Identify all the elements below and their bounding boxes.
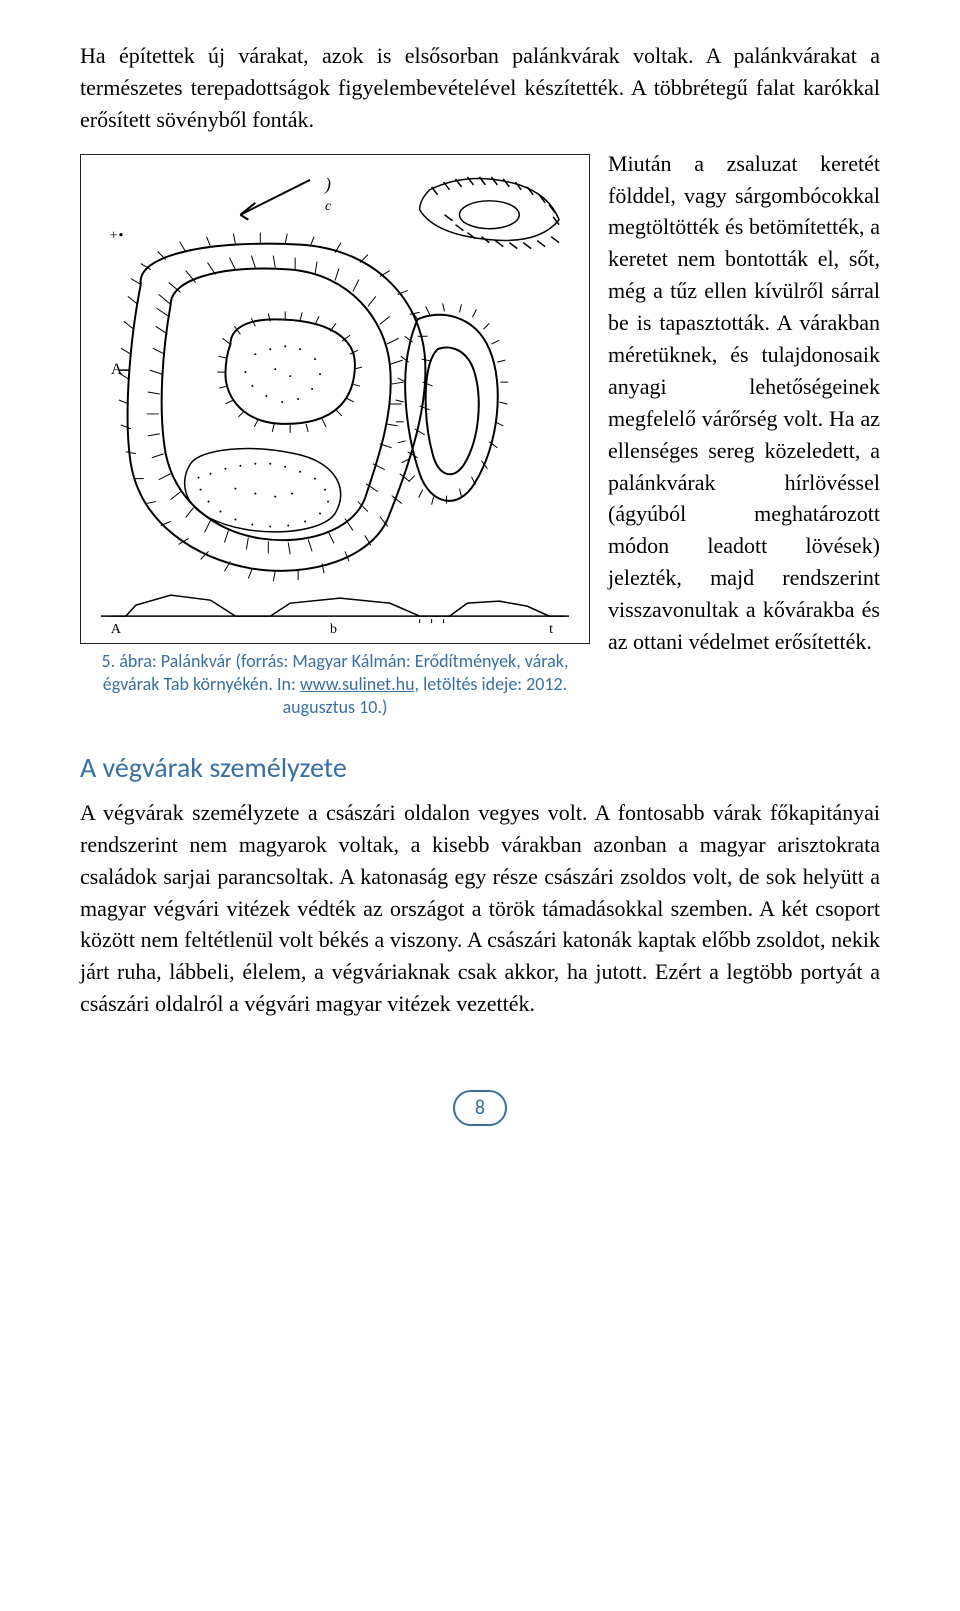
figure-block: ) c [80,154,590,720]
palankvar-diagram: ) c [80,154,590,644]
intro-paragraph: Ha építettek új várakat, azok is elsősor… [80,40,880,136]
body-paragraph-2: A végvárak személyzete a császári oldalo… [80,797,880,1020]
section-heading: A végvárak személyzete [80,750,880,785]
figure-label-prefix: . ábra: [111,650,161,672]
figure-title: Palánkvár [161,650,232,672]
figure-number: 5 [102,650,111,672]
page-footer: 8 [80,1090,880,1126]
figure-caption: 5. ábra: Palánkvár (forrás: Magyar Kálmá… [80,650,590,720]
svg-text:): ) [324,174,331,195]
svg-text:t: t [549,622,553,637]
svg-text:+•: +• [109,228,123,243]
page-number: 8 [453,1090,507,1126]
figure-source-link[interactable]: www.sulinet.hu [300,673,415,695]
figure-text-wrap: ) c [80,148,880,728]
svg-text:c: c [325,198,332,213]
svg-text:b: b [330,622,337,637]
svg-text:A: A [111,622,121,637]
